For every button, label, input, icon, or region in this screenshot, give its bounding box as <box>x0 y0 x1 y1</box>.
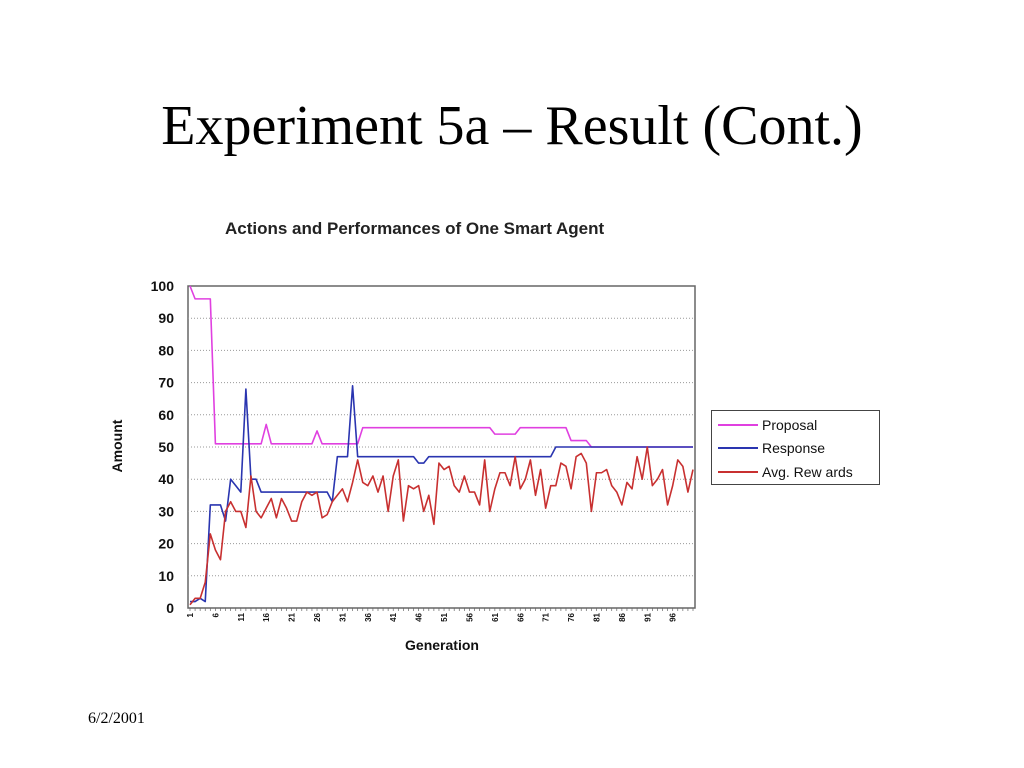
y-axis-label: Amount <box>109 419 125 473</box>
x-tick-label: 76 <box>567 612 576 621</box>
legend-item-avg-rewards: Avg. Rew ards <box>718 462 853 482</box>
series-line-response <box>190 385 693 603</box>
y-tick-label: 20 <box>158 536 174 552</box>
x-tick-label: 26 <box>313 612 322 621</box>
x-tick-label: 56 <box>465 612 474 621</box>
slide-title: Experiment 5a – Result (Cont.) <box>161 95 863 157</box>
y-tick-label: 50 <box>158 439 174 455</box>
chart-title: Actions and Performances of One Smart Ag… <box>225 219 605 238</box>
y-tick-label: 10 <box>158 568 174 584</box>
x-tick-label: 91 <box>643 612 652 621</box>
legend-swatch-avg-rewards <box>718 471 758 473</box>
legend-swatch-proposal <box>718 424 758 426</box>
x-tick-label: 81 <box>592 612 601 621</box>
x-tick-label: 6 <box>211 612 220 617</box>
y-tick-label: 30 <box>158 503 174 519</box>
x-tick-label: 21 <box>288 612 297 621</box>
y-tick-label: 100 <box>151 278 175 294</box>
x-tick-label: 86 <box>618 612 627 621</box>
x-tick-label: 96 <box>669 612 678 621</box>
x-tick-label: 1 <box>186 612 195 617</box>
legend-item-proposal: Proposal <box>718 415 817 435</box>
x-tick-label: 61 <box>491 612 500 621</box>
legend-swatch-response <box>718 447 758 449</box>
x-tick-label: 66 <box>516 612 525 621</box>
x-tick-label: 11 <box>237 612 246 621</box>
y-tick-label: 60 <box>158 407 174 423</box>
y-tick-label: 0 <box>166 600 174 616</box>
y-tick-label: 70 <box>158 375 174 391</box>
y-tick-label: 90 <box>158 310 174 326</box>
legend-label-avg-rewards: Avg. Rew ards <box>762 464 853 480</box>
legend-label-response: Response <box>762 440 826 456</box>
x-tick-label: 71 <box>542 612 551 621</box>
y-tick-label: 40 <box>158 471 174 487</box>
x-tick-label: 41 <box>389 612 398 621</box>
footer-date: 6/2/2001 <box>88 710 145 727</box>
x-tick-label: 51 <box>440 612 449 621</box>
legend-label-proposal: Proposal <box>762 417 818 433</box>
legend-item-response: Response <box>718 438 825 458</box>
x-tick-label: 31 <box>338 612 347 621</box>
y-tick-label: 80 <box>158 342 174 358</box>
x-tick-label: 36 <box>364 612 373 621</box>
x-tick-label: 46 <box>415 612 424 621</box>
x-axis-label: Generation <box>405 637 479 653</box>
x-tick-label: 16 <box>262 612 271 621</box>
series-line-avg-rew-ards <box>189 446 694 606</box>
chart-legend: Proposal Response Avg. Rew ards <box>711 410 880 485</box>
